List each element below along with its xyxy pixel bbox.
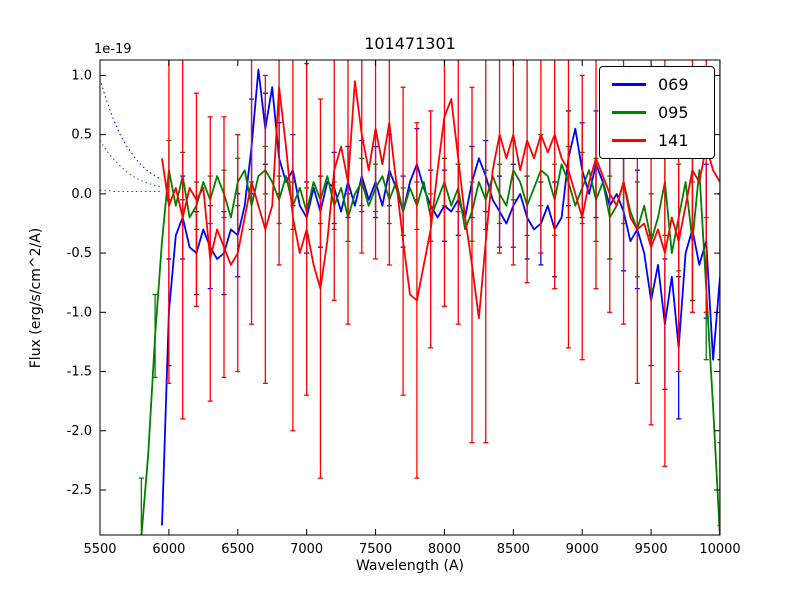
- y-tick-label: -1.5: [67, 365, 92, 380]
- y-axis-offset-label: 1e-19: [94, 42, 132, 57]
- plot-title: 101471301: [364, 34, 456, 53]
- y-tick-label: -1.0: [67, 305, 92, 320]
- x-tick-label: 10000: [699, 542, 740, 557]
- x-axis-label: Wavelength (A): [355, 558, 464, 574]
- legend-entry-069: 069: [612, 75, 702, 94]
- series-line-141: [161, 80, 720, 320]
- x-tick-label: 6500: [221, 542, 254, 557]
- axes-frame: [99, 59, 721, 536]
- x-tick-label: 9000: [566, 542, 599, 557]
- y-axis-ticks: 1.0 0.5 0.0 -0.5 -1.0 -1.5 -2.0 -2.5: [67, 68, 720, 498]
- y-tick-label: 1.0: [71, 68, 92, 83]
- x-axis-ticks: 5500 6000 6500 7000 7500 8000 8500 9000 9500 1000…: [83, 60, 741, 557]
- legend-line-sample-095: [612, 111, 646, 114]
- legend-label-095: 095: [658, 103, 689, 122]
- y-tick-label: 0.0: [71, 187, 92, 202]
- legend-line-sample-069: [612, 83, 646, 86]
- y-tick-label: -0.5: [67, 246, 92, 261]
- guide-069-noise: [100, 78, 163, 181]
- guide-141-noise: [100, 189, 162, 192]
- legend-entry-095: 095: [612, 103, 702, 122]
- x-tick-label: 6000: [152, 542, 185, 557]
- x-tick-label: 7500: [359, 542, 392, 557]
- series-line-069: [161, 68, 720, 526]
- legend-label-069: 069: [658, 75, 689, 94]
- y-axis-label: Flux (erg/s/cm^2/A): [28, 227, 44, 369]
- legend-entry-141: 141: [612, 131, 702, 150]
- legend-label-141: 141: [658, 131, 689, 150]
- y-tick-label: -2.5: [67, 483, 92, 498]
- x-tick-label: 8500: [497, 542, 530, 557]
- x-tick-label: 9500: [635, 542, 668, 557]
- x-tick-label: 7000: [290, 542, 323, 557]
- y-tick-label: -2.0: [67, 424, 92, 439]
- x-tick-label: 5500: [83, 542, 116, 557]
- x-tick-label: 8000: [428, 542, 461, 557]
- plot-data-area: [100, 60, 720, 535]
- legend-line-sample-141: [612, 139, 646, 142]
- guide-095-noise: [100, 140, 163, 188]
- y-tick-label: 0.5: [71, 128, 92, 143]
- legend: 069 095 141: [599, 66, 715, 159]
